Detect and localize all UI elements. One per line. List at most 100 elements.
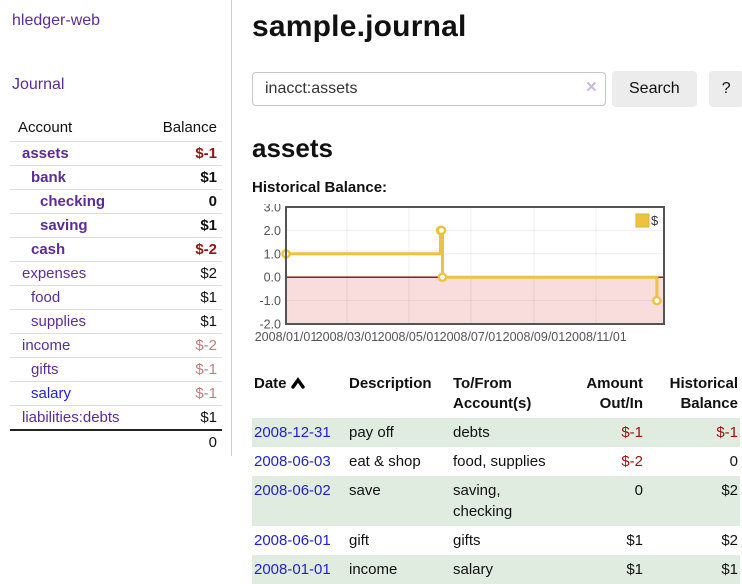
transaction-date-link[interactable]: 2008-06-02: [254, 482, 331, 499]
account-row: saving $1: [10, 213, 222, 238]
y-tick-label: -1.0: [259, 294, 281, 308]
x-tick-label: 2008/11/01: [565, 330, 627, 344]
journal-link[interactable]: Journal: [12, 76, 65, 93]
account-balance: $-1: [143, 381, 222, 406]
account-balance: $1: [143, 165, 222, 190]
register-description: gift: [349, 532, 370, 549]
clear-search-icon[interactable]: ×: [585, 77, 597, 98]
register-date: 2008-06-03: [252, 447, 347, 476]
chart-title: Historical Balance:: [252, 179, 388, 196]
account-balance: $-2: [143, 333, 222, 358]
search-input[interactable]: [252, 72, 606, 106]
account-balance: $1: [143, 309, 222, 334]
register-accounts: debts: [453, 424, 490, 441]
register-date: 2008-06-01: [252, 526, 347, 555]
account-row: supplies $1: [10, 309, 222, 334]
main-content: sample.journal × Search ? assets Histori…: [232, 0, 742, 584]
sidebar-account-link-salary[interactable]: salary: [31, 385, 72, 402]
search-button[interactable]: Search: [612, 71, 697, 107]
sidebar: hledger-web Journal Account Balance asse…: [0, 0, 232, 456]
account-row: food $1: [10, 285, 222, 310]
help-button[interactable]: ?: [708, 71, 742, 107]
x-tick-label: 2008/09/01: [503, 330, 566, 344]
register-col-header: To/From Account(s): [453, 375, 532, 412]
register-balance: 0: [729, 453, 738, 470]
account-row: cash $-2: [10, 237, 222, 262]
accounts-table: Account Balance assets $-1 bank $1 checking 0…: [10, 115, 222, 454]
account-row: gifts $-1: [10, 357, 222, 382]
register-amount: 0: [634, 482, 643, 499]
register-table: Date Description To/From Account(s) Amount …: [252, 370, 740, 584]
sidebar-account-link-saving[interactable]: saving: [40, 217, 88, 234]
register-accounts: saving, checking: [453, 482, 513, 520]
sidebar-account-link-checking[interactable]: checking: [40, 193, 106, 210]
register-accounts: gifts: [453, 532, 481, 549]
register-row: 2008-01-01 income salary $1 $1: [252, 555, 740, 584]
app-title-link[interactable]: hledger-web: [12, 12, 101, 29]
register-description: pay off: [349, 424, 394, 441]
sort-asc-icon: [290, 377, 305, 389]
y-tick-label: 2.0: [264, 224, 281, 238]
sidebar-account-link-gifts[interactable]: gifts: [31, 361, 59, 378]
transaction-date-link[interactable]: 2008-01-01: [254, 561, 331, 578]
transaction-date-link[interactable]: 2008-12-31: [254, 424, 331, 441]
register-col-header[interactable]: Date: [252, 370, 347, 418]
page-title: sample.journal: [252, 10, 467, 43]
account-row: liabilities:debts $1: [10, 405, 222, 430]
accounts-col-account: Account: [18, 119, 73, 136]
y-tick-label: 3.0: [264, 204, 281, 215]
sidebar-account-link-supplies[interactable]: supplies: [31, 313, 87, 330]
register-balance: $2: [721, 482, 738, 499]
register-row: 2008-06-01 gift gifts $1 $2: [252, 526, 740, 555]
sidebar-account-link-assets[interactable]: assets: [22, 145, 69, 162]
sidebar-account-link-liabilities-debts[interactable]: liabilities:debts: [22, 409, 120, 426]
account-balance: $-1: [143, 141, 222, 166]
register-balance: $2: [721, 532, 738, 549]
y-tick-label: 1.0: [264, 247, 281, 261]
transaction-date-link[interactable]: 2008-06-03: [254, 453, 331, 470]
sidebar-account-link-expenses[interactable]: expenses: [22, 265, 87, 282]
register-accounts: salary: [453, 561, 494, 578]
account-balance: $-2: [143, 237, 222, 262]
legend-swatch: [635, 213, 650, 228]
sidebar-account-link-cash[interactable]: cash: [31, 241, 66, 258]
register-date: 2008-01-01: [252, 555, 347, 584]
account-heading: assets: [252, 133, 333, 163]
register-col-header: Description: [349, 375, 432, 392]
historical-balance-chart: $3.0 2.0 1.0 0.0 -1.0 -2.0 2008/01/01 2008/03/0…: [252, 204, 742, 354]
register-amount: $-2: [621, 453, 643, 470]
register-balance: $-1: [716, 424, 738, 441]
chart-canvas: $3.0 2.0 1.0 0.0 -1.0 -2.02008/01/012008/03/0…: [255, 204, 665, 344]
account-balance: $1: [143, 213, 222, 238]
account-balance: $2: [143, 261, 222, 286]
sidebar-account-link-bank[interactable]: bank: [31, 169, 67, 186]
x-tick-label: 2008/07/01: [440, 330, 503, 344]
account-balance: $-1: [143, 357, 222, 382]
x-tick-label: 2008/05/01: [378, 330, 441, 344]
account-row: bank $1: [10, 165, 222, 190]
account-row: checking 0: [10, 189, 222, 214]
x-tick-label: 2008/03/01: [316, 330, 379, 344]
register-amount: $-1: [621, 424, 643, 441]
account-row: expenses $2: [10, 261, 222, 286]
register-description: save: [349, 482, 381, 499]
accounts-col-balance: Balance: [162, 119, 217, 136]
search-form: × Search ?: [252, 71, 742, 107]
register-col-header: Amount Out/In: [586, 375, 643, 412]
account-row: income $-2: [10, 333, 222, 358]
register-amount: $1: [626, 561, 643, 578]
register-row: 2008-12-31 pay off debts $-1 $-1: [252, 418, 740, 447]
transaction-date-link[interactable]: 2008-06-01: [254, 532, 331, 549]
x-tick-label: 2008/01/01: [255, 330, 318, 344]
register-description: eat & shop: [349, 453, 421, 470]
register-row: 2008-06-02 save saving, checking 0 $2: [252, 476, 740, 526]
accounts-total: 0: [143, 429, 222, 454]
register-col-header: Historical Balance: [669, 375, 738, 412]
register-balance: $1: [721, 561, 738, 578]
account-balance: $1: [143, 285, 222, 310]
register-amount: $1: [626, 532, 643, 549]
sidebar-account-link-income[interactable]: income: [22, 337, 71, 354]
accounts-total-row: 0: [10, 429, 222, 454]
legend-label: $: [651, 213, 659, 228]
sidebar-account-link-food[interactable]: food: [31, 289, 61, 306]
